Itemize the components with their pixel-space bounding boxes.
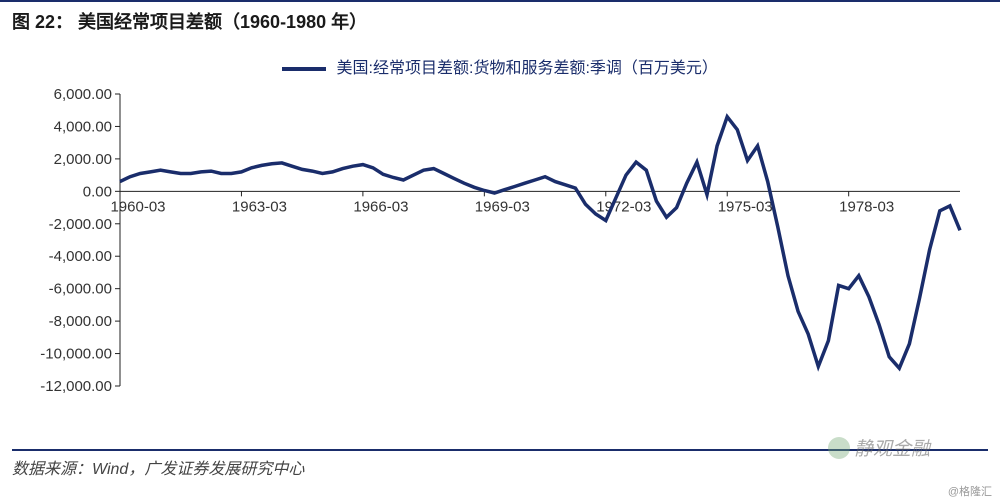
svg-text:-10,000.00: -10,000.00 <box>40 346 112 363</box>
legend-swatch <box>282 67 326 71</box>
svg-text:1978-03: 1978-03 <box>839 198 894 215</box>
svg-text:1966-03: 1966-03 <box>353 198 408 215</box>
watermark-brand: 静观金融 <box>828 434 930 461</box>
svg-text:0.00: 0.00 <box>83 183 112 200</box>
svg-text:1960-03: 1960-03 <box>110 198 165 215</box>
watermark-text: 静观金融 <box>854 434 930 461</box>
svg-text:1972-03: 1972-03 <box>596 198 651 215</box>
figure-title: 图 22： 美国经常项目差额（1960-1980 年） <box>0 0 1000 40</box>
svg-text:-6,000.00: -6,000.00 <box>49 281 112 298</box>
svg-text:2,000.00: 2,000.00 <box>54 151 112 168</box>
svg-text:-4,000.00: -4,000.00 <box>49 248 112 265</box>
chart-area: 6,000.00 4,000.00 2,000.00 0.00 -2,000.00 -4,… <box>20 84 980 414</box>
svg-text:1963-03: 1963-03 <box>232 198 287 215</box>
legend: 美国:经常项目差额:货物和服务差额:季调（百万美元） <box>0 40 1000 84</box>
svg-text:1975-03: 1975-03 <box>718 198 773 215</box>
svg-text:-2,000.00: -2,000.00 <box>49 216 112 233</box>
legend-label: 美国:经常项目差额:货物和服务差额:季调（百万美元） <box>337 60 718 77</box>
svg-text:-8,000.00: -8,000.00 <box>49 313 112 330</box>
svg-text:4,000.00: 4,000.00 <box>54 118 112 135</box>
svg-text:1969-03: 1969-03 <box>475 198 530 215</box>
line-chart: 6,000.00 4,000.00 2,000.00 0.00 -2,000.00 -4,… <box>20 84 980 414</box>
svg-text:6,000.00: 6,000.00 <box>54 86 112 103</box>
wechat-icon <box>828 437 850 459</box>
svg-text:-12,000.00: -12,000.00 <box>40 378 112 395</box>
watermark-small: @格隆汇 <box>948 483 992 499</box>
